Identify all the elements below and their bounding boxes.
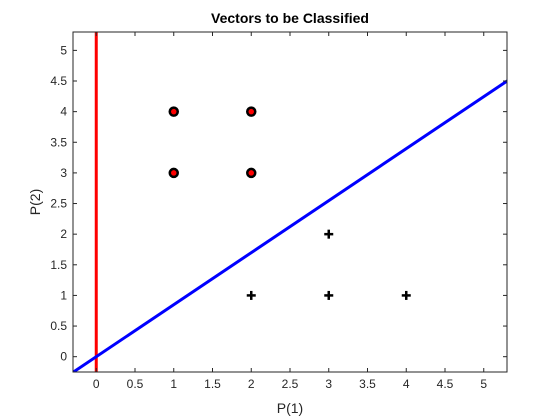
lines-layer [73, 32, 507, 372]
y-tick-label: 2 [60, 227, 67, 241]
circle-point [246, 167, 257, 179]
x-ticks: 0 0.5 1 1.5 2 2.5 3 3.5 4 4.5 5 [93, 32, 487, 391]
plus-point [324, 229, 334, 239]
points-layer [168, 106, 411, 300]
x-axis-label: P(1) [277, 400, 303, 416]
y-ticks: 0 0.5 1 1.5 2 2.5 3 3.5 4 4.5 5 [50, 43, 507, 364]
y-tick-label: 4.5 [50, 74, 67, 88]
y-tick-label: 0 [60, 350, 67, 364]
x-tick-label: 5 [480, 377, 487, 391]
plot-area: 0 0.5 1 1.5 2 2.5 3 3.5 4 4.5 5 0 0.5 1 1.5 2 2.5 3 3.5 4 4… [50, 31, 508, 391]
axes-background [73, 32, 507, 372]
y-tick-label: 4 [60, 105, 67, 119]
x-tick-label: 3.5 [359, 377, 376, 391]
circle-point [168, 167, 179, 179]
y-tick-label: 3.5 [50, 135, 67, 149]
x-tick-label: 0 [93, 377, 100, 391]
plus-point [246, 290, 256, 300]
plus-point [401, 290, 411, 300]
chart-title: Vectors to be Classified [211, 10, 369, 26]
x-tick-label: 4 [403, 377, 410, 391]
y-tick-label: 3 [60, 166, 67, 180]
y-tick-label: 5 [60, 43, 67, 57]
y-tick-label: 0.5 [50, 319, 67, 333]
y-tick-label: 1.5 [50, 258, 67, 272]
plus-point [324, 290, 334, 300]
y-tick-label: 1 [60, 288, 67, 302]
x-tick-label: 3 [325, 377, 332, 391]
circle-point [246, 106, 257, 117]
x-tick-label: 4.5 [437, 377, 454, 391]
x-tick-label: 1 [170, 377, 177, 391]
y-tick-label: 2.5 [50, 197, 67, 211]
x-tick-label: 1.5 [204, 377, 221, 391]
y-axis-label: P(2) [27, 189, 43, 215]
x-tick-label: 2 [248, 377, 255, 391]
decision-line-diagonal [73, 79, 507, 372]
x-tick-label: 0.5 [127, 377, 144, 391]
circle-point [168, 106, 179, 117]
x-tick-label: 2.5 [282, 377, 299, 391]
